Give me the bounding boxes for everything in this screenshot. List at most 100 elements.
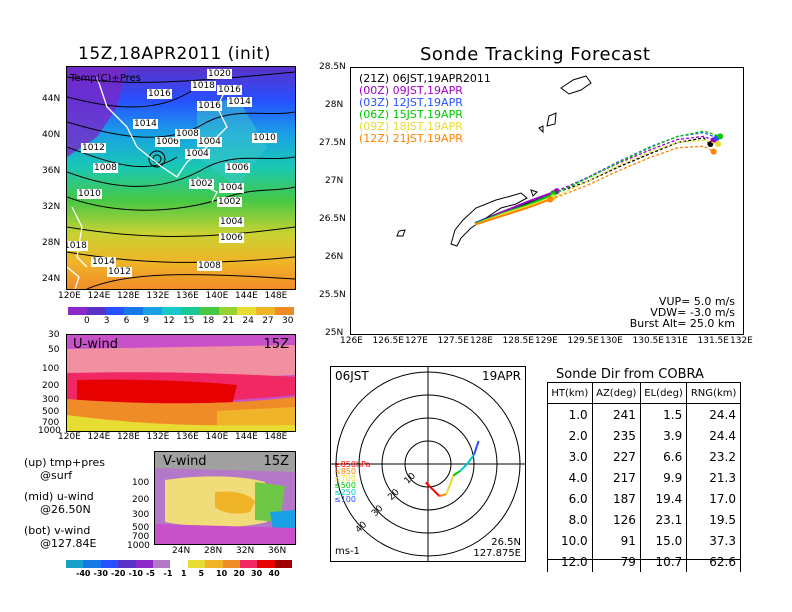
u-lon-tick: 144E: [235, 432, 258, 442]
isobar-label: 1002: [189, 179, 214, 189]
table-cell: 19.4: [639, 488, 688, 509]
v-wind-plot: V-wind 15Z: [154, 451, 296, 545]
polar-lon: 127.875E: [473, 548, 521, 559]
track-lat-tick: 26.5N: [319, 214, 346, 224]
wind-colorbar-tick: 20: [233, 569, 245, 578]
info-vdw: VDW= -3.0 m/s: [650, 306, 735, 319]
track-lon-tick: 126.5E: [372, 336, 404, 346]
track-lon-tick: 129.5E: [567, 336, 599, 346]
table-row: 3.0 227 6.6 23.2: [547, 446, 741, 467]
track-lat-tick: 25N: [325, 328, 344, 338]
track-lon-tick: 126E: [340, 336, 363, 346]
table-row: 4.0 217 9.9 21.3: [547, 467, 741, 488]
info-vup: VUP= 5.0 m/s: [658, 295, 735, 308]
u-wind-time: 15Z: [263, 337, 289, 352]
u-p-tick: 300: [42, 395, 60, 405]
table-cell: 15.0: [639, 530, 688, 551]
table-cell: 62.6: [686, 551, 741, 572]
sonde-table-title: Sonde Dir from COBRA: [556, 367, 704, 382]
u-lon-tick: 120E: [58, 432, 81, 442]
isobar-label: 1008: [93, 163, 118, 173]
level-label: ≤500: [334, 481, 356, 490]
isobar-label: 1004: [185, 149, 210, 159]
track-line-descent: [550, 145, 714, 201]
polar-unit: ms-1: [335, 546, 360, 557]
hodograph-segment: [450, 475, 455, 483]
hodograph-segment: [473, 440, 480, 456]
table-cell: 17.0: [686, 488, 741, 509]
legend-entry: (12Z) 21JST,19APR: [359, 132, 463, 145]
wind-colorbar-tick: -30: [93, 569, 108, 578]
v-lat-tick: 28N: [204, 546, 223, 556]
table-cell: 6.6: [639, 446, 688, 467]
hodograph-segment: [445, 482, 452, 495]
table-cell: 24.4: [686, 403, 741, 425]
track-lon-tick: 130E: [600, 336, 623, 346]
v-p-tick: 300: [132, 510, 150, 520]
map-lat-tick: 24N: [42, 274, 61, 284]
map-plot: Temp(C)+Pres 1020 1018 1016 1016 1014 1016 101…: [66, 66, 296, 290]
isobar-label: 1010: [252, 133, 277, 143]
hodograph-segment: [452, 470, 461, 477]
u-p-tick: 50: [48, 345, 60, 355]
table-cell: 126: [591, 509, 641, 530]
info-burst: Burst Alt= 25.0 km: [629, 317, 735, 330]
v-lat-tick: 36N: [268, 546, 287, 556]
isobar-label: 1012: [81, 143, 106, 153]
temp-colorbar-tick: 0: [84, 316, 90, 326]
map-title: 15Z,18APR2011 (init): [78, 44, 271, 64]
wind-colorbar: [66, 560, 293, 568]
track-lon-tick: 131.5E: [697, 336, 729, 346]
track-title: Sonde Tracking Forecast: [420, 44, 651, 65]
u-lon-tick: 136E: [176, 432, 199, 442]
wind-colorbar-tick: -5: [146, 569, 155, 578]
polar-grid: [331, 367, 525, 561]
note-bot: (bot) v-wind: [24, 524, 91, 537]
track-lon-tick: 131E: [665, 336, 688, 346]
temp-colorbar: [68, 307, 294, 315]
map-lon-tick: 144E: [235, 291, 258, 301]
table-row: 12.0 79 10.7 62.6: [547, 551, 741, 572]
table-cell: 12.0: [547, 551, 593, 572]
map-field: [67, 67, 295, 289]
wind-colorbar-tick: 10: [216, 569, 228, 578]
track-lat-tick: 27N: [325, 176, 344, 186]
map-lat-tick: 44N: [42, 94, 61, 104]
map-lat-tick: 36N: [42, 166, 61, 176]
hodograph-segment: [424, 481, 434, 491]
temp-colorbar-tick: 24: [242, 316, 254, 326]
polar-levels: ≥850hPa ≤850 ≤700 ≤500 ≤250 ≤100: [334, 461, 370, 504]
legend-entry: (21Z) 06JST,19APR2011: [359, 72, 491, 85]
track-lat-tick: 28.5N: [319, 62, 346, 72]
table-cell: 1.5: [639, 403, 688, 425]
level-label: ≤850: [334, 467, 356, 476]
u-p-tick: 700: [42, 418, 60, 428]
u-p-tick: 1000: [38, 426, 61, 436]
note-up: (up) tmp+pres: [24, 456, 106, 469]
table-header: RNG(km): [686, 382, 741, 404]
v-p-tick: 200: [132, 495, 150, 505]
table-cell: 241: [591, 403, 641, 425]
isobar-label: 1014: [227, 97, 252, 107]
isobar-label: 1014: [133, 119, 158, 129]
note-bot-at: @127.84E: [40, 537, 97, 550]
track-lat-tick: 25.5N: [319, 290, 346, 300]
u-lon-tick: 148E: [264, 432, 288, 442]
wind-colorbar-tick: 40: [268, 569, 280, 578]
polar-lat: 26.5N: [491, 537, 521, 548]
level-label: ≤250: [334, 488, 356, 497]
landing-point: [715, 141, 722, 147]
isobar-label: 1008: [175, 129, 200, 139]
isobar-label: 1008: [197, 261, 222, 271]
table-cell: 217: [591, 467, 641, 488]
table-cell: 10.0: [547, 530, 593, 551]
landing-point: [717, 133, 724, 140]
table-cell: 79: [591, 551, 641, 572]
track-info: VUP= 5.0 m/s VDW= -3.0 m/s Burst Alt= 25…: [630, 296, 735, 329]
temp-colorbar-tick: 3: [103, 316, 110, 326]
map-lon-tick: 148E: [264, 291, 288, 301]
map-lon-tick: 132E: [146, 291, 170, 301]
wind-colorbar-tick: -10: [128, 569, 143, 578]
v-p-tick: 100: [132, 478, 150, 488]
track-lon-tick: 132E: [730, 336, 753, 346]
